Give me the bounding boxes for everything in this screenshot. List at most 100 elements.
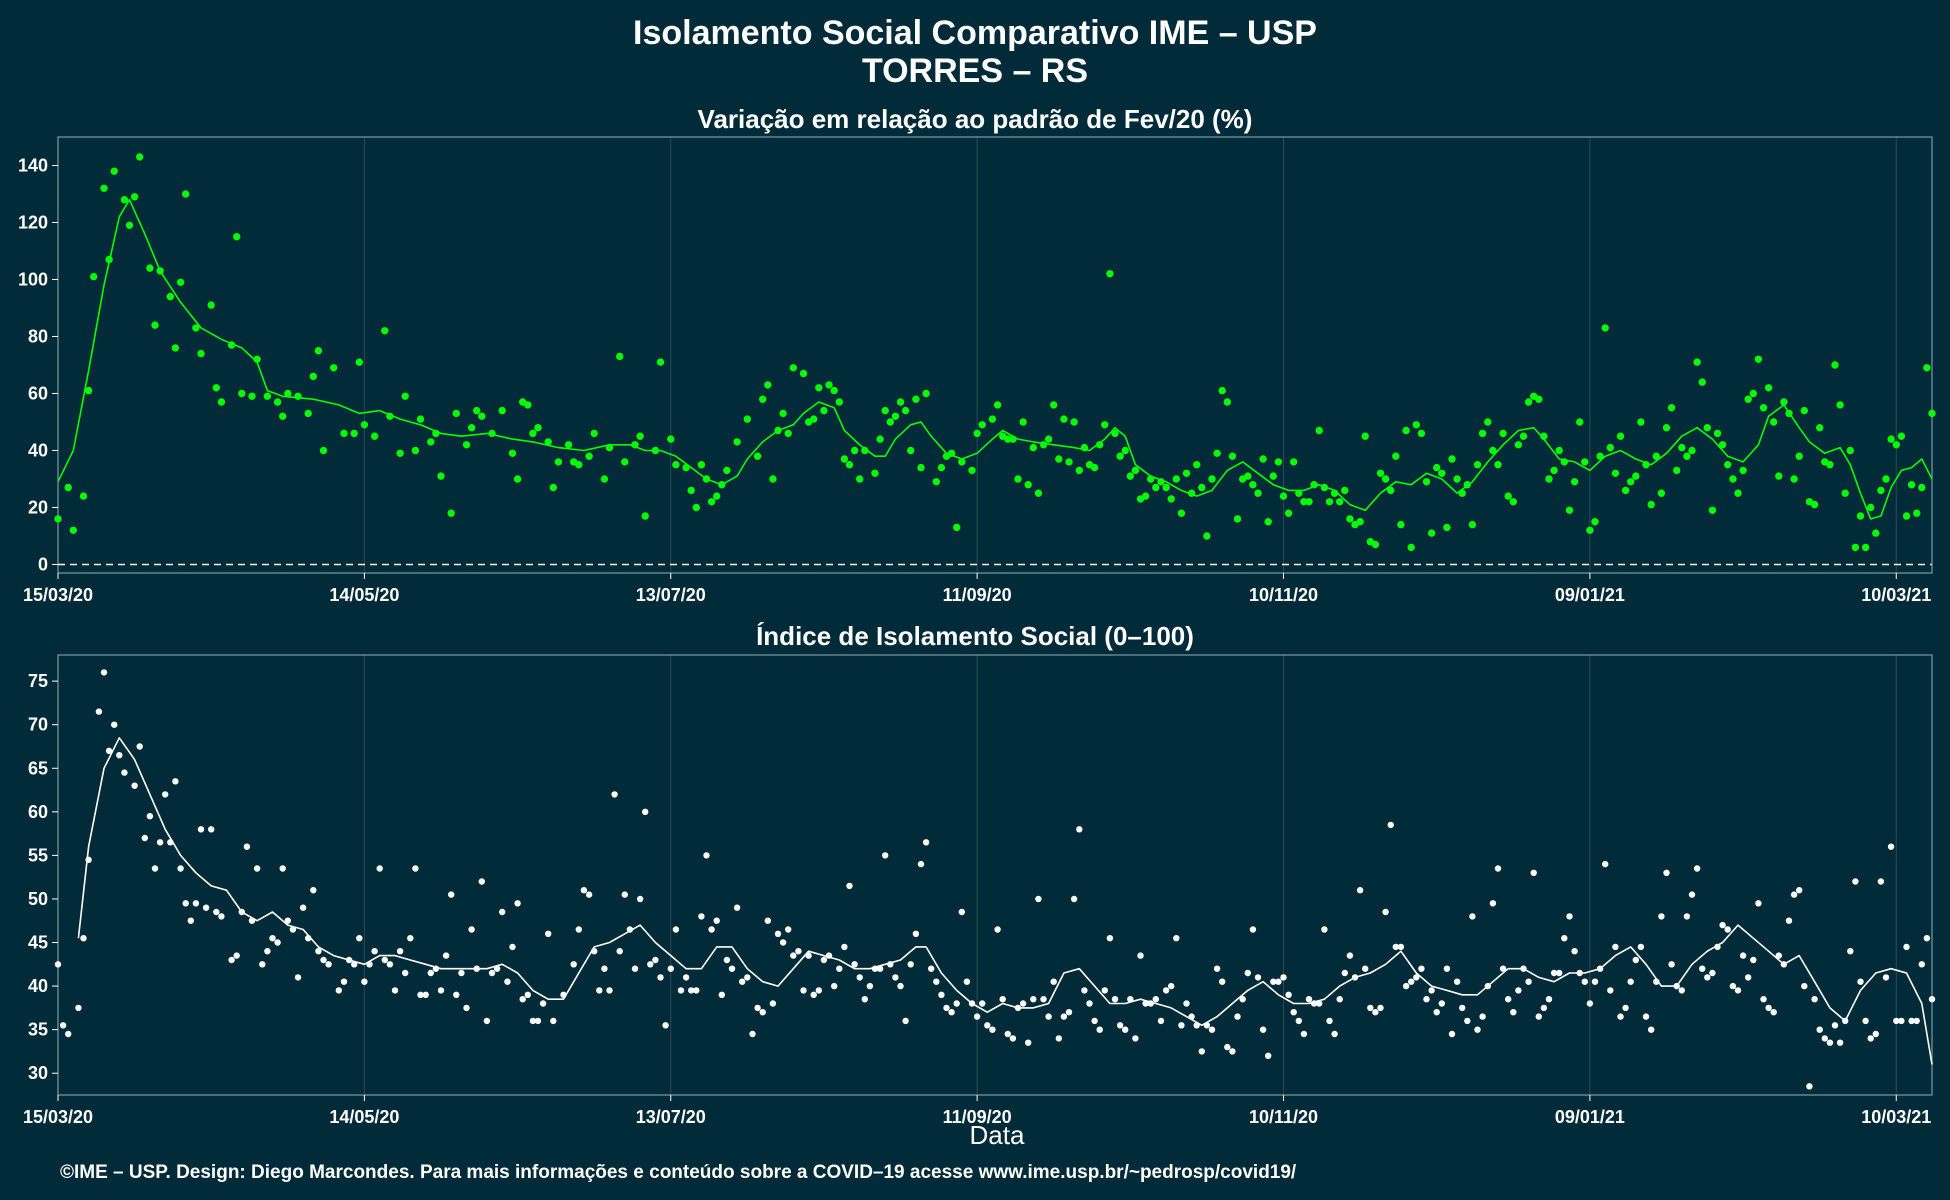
panel2-point <box>1699 965 1706 972</box>
x-tick-label: 11/09/20 <box>943 585 1012 605</box>
panel1-point <box>1570 478 1579 486</box>
panel1-point <box>1453 475 1461 483</box>
panel2-point <box>815 987 822 994</box>
panel1-point <box>90 272 98 281</box>
panel2-point <box>958 908 965 916</box>
panel1-point <box>54 515 62 523</box>
panel1-point <box>886 418 894 426</box>
panel2-point <box>1438 1000 1446 1007</box>
panel1-point <box>136 153 144 161</box>
panel2-point <box>325 961 332 968</box>
panel1-point <box>166 292 174 301</box>
panel2-point <box>1280 974 1287 981</box>
panel1-point <box>197 349 205 358</box>
panel2-point <box>1295 1017 1303 1025</box>
panel1-point <box>238 389 246 398</box>
panel2-point <box>59 1022 67 1029</box>
panel2-point <box>861 996 868 1003</box>
panel2-point <box>381 956 388 964</box>
panel1-point <box>1177 509 1186 517</box>
panel2-point <box>1377 1004 1384 1012</box>
panel1-point <box>1300 498 1308 506</box>
panel1-point <box>789 364 797 372</box>
panel2-point <box>769 1000 777 1007</box>
panel2-point <box>1341 969 1349 977</box>
panel1-point <box>462 441 471 449</box>
panel2-point <box>151 865 159 872</box>
panel1-point <box>1759 404 1768 412</box>
panel1-point <box>1259 455 1267 463</box>
panel2-point <box>1387 821 1394 829</box>
panel2-point <box>1693 865 1701 872</box>
panel1-point <box>1790 475 1798 483</box>
panel2-point <box>1821 1035 1829 1042</box>
panel1-point <box>1305 498 1313 506</box>
panel1-point <box>1780 398 1788 406</box>
panel2-point <box>1035 895 1042 903</box>
panel2-point <box>340 978 348 985</box>
panel1-point <box>1131 466 1140 475</box>
panel1-point <box>1060 415 1068 423</box>
panel1-point <box>1535 395 1543 403</box>
panel2-point <box>1796 887 1803 894</box>
panel2-point <box>402 969 409 977</box>
panel1-point <box>513 475 522 483</box>
panel1-point <box>549 483 557 492</box>
panel1-point <box>932 478 940 486</box>
panel2-point <box>187 917 194 924</box>
panel2-point <box>1060 1013 1068 1020</box>
panel2-point <box>299 904 307 911</box>
panel2-point <box>1265 1052 1272 1060</box>
panel2-point <box>427 969 434 977</box>
panel1-point <box>1713 429 1722 438</box>
panel1-point <box>478 412 486 420</box>
panel1-title: Variação em relação ao padrão de Fev/20 … <box>698 104 1253 134</box>
panel1-point <box>993 401 1002 409</box>
panel1-point <box>1101 421 1109 429</box>
panel2-point <box>529 1017 537 1025</box>
panel1-point <box>1361 432 1369 440</box>
panel1-point <box>207 301 215 309</box>
panel1-point <box>891 412 900 420</box>
panel1-point <box>917 463 925 472</box>
panel2-point <box>1745 974 1752 981</box>
panel1-point <box>1627 478 1635 486</box>
panel1-point <box>1346 515 1354 523</box>
panel2-point <box>779 939 787 946</box>
panel1-point <box>1218 386 1226 395</box>
panel1-point <box>100 184 108 192</box>
panel2-point <box>407 935 414 942</box>
panel1-point <box>1882 475 1890 483</box>
panel2-point <box>1326 1017 1333 1025</box>
y-tick-label: 70 <box>28 715 48 735</box>
y-tick-label: 120 <box>18 212 48 232</box>
panel2-point <box>1382 908 1389 916</box>
panel2-point <box>463 1004 470 1012</box>
panel2-point <box>723 956 731 964</box>
panel-frame <box>57 136 1933 574</box>
panel1-point <box>1749 389 1758 398</box>
panel1-point <box>1800 406 1809 415</box>
panel1-point <box>294 392 302 400</box>
panel2-point <box>1300 1030 1308 1038</box>
panel1-point <box>1126 472 1135 480</box>
panel2-point <box>453 991 460 998</box>
panel1-point <box>815 384 823 392</box>
panel2-point <box>539 1000 547 1007</box>
panel1-point <box>769 475 777 483</box>
panel1-point <box>1621 486 1630 495</box>
panel1-point <box>937 463 946 472</box>
panel1-point <box>212 384 220 392</box>
panel2-point <box>1050 978 1057 985</box>
panel1-point <box>1662 424 1671 432</box>
panel1-plot: 0 20 40 60 80 100 120 140 15/03/20 14/05/20 13/07/… <box>18 136 1936 605</box>
panel2-point <box>917 860 925 868</box>
panel2-point <box>80 935 87 942</box>
panel2-point <box>1530 869 1537 876</box>
panel2-point <box>570 961 577 968</box>
panel2-point <box>422 991 429 998</box>
panel1-point <box>1376 469 1385 477</box>
x-tick-label: 10/03/21 <box>1861 1107 1931 1127</box>
panel2-point <box>1275 978 1282 985</box>
panel2-point <box>121 769 128 776</box>
